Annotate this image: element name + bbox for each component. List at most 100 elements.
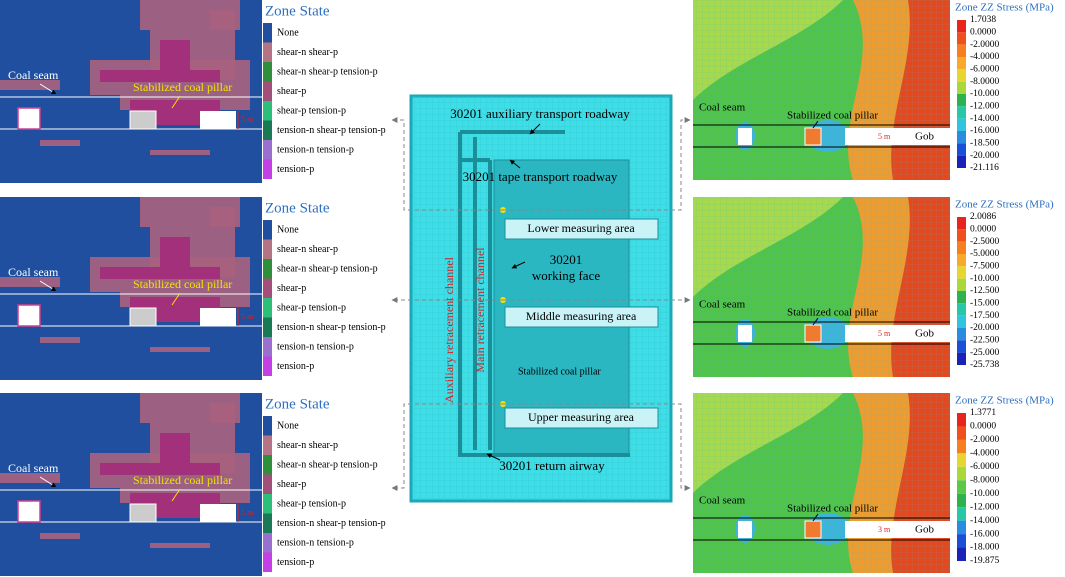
roadway: [738, 521, 752, 538]
coal-seam-label: Coal seam: [8, 68, 59, 82]
colorbar-segment: [957, 229, 966, 242]
failure-zone: [160, 40, 190, 70]
width-label: 5 m: [241, 312, 254, 321]
legend-swatch: [263, 317, 272, 337]
legend-item: shear-n shear-p tension-p: [277, 459, 378, 470]
colorbar-label: -14.000: [970, 114, 1000, 124]
roadway: [738, 325, 752, 342]
colorbar-label: -19.875: [970, 556, 1000, 566]
colorbar-segment: [957, 20, 966, 33]
colorbar-segment: [957, 94, 966, 107]
measuring-area: [504, 306, 659, 328]
pointer: [529, 123, 541, 135]
legend-swatch: [263, 533, 272, 553]
colorbar-segment: [957, 547, 966, 561]
legend-item: shear-p: [277, 479, 306, 490]
colorbar-label: -6.0000: [970, 462, 1000, 472]
colorbar-label: -10.000: [970, 89, 1000, 99]
pointer: [509, 159, 521, 169]
face-label: 30201: [550, 252, 583, 267]
width-label: 5 m: [241, 115, 254, 124]
colorbar-segment: [957, 217, 966, 230]
coal-seam-label: Coal seam: [699, 102, 746, 114]
width-label: 3 m: [878, 525, 891, 534]
pointer: [171, 95, 181, 109]
colorbar-label: -25.738: [970, 360, 1000, 370]
roadway-label: 30201 return airway: [499, 458, 605, 473]
colorbar-label: -2.5000: [970, 237, 1000, 247]
colorbar-label: -4.0000: [970, 52, 1000, 62]
colorbar-segment: [957, 69, 966, 82]
pointer: [812, 120, 819, 129]
colorbar-label: -20.000: [970, 323, 1000, 333]
pointer: [39, 280, 57, 292]
pillar: [129, 307, 157, 327]
legend-swatch: [263, 23, 272, 43]
legend-swatch: [263, 474, 272, 494]
pillar-label: Stabilized coal pillar: [787, 110, 878, 122]
gob: [200, 308, 236, 326]
legend-title: Zone ZZ Stress (MPa): [955, 2, 1054, 14]
colorbar-label: -16.000: [970, 126, 1000, 136]
colorbar-label: -10.000: [970, 274, 1000, 284]
coal-seam-label: Coal seam: [8, 461, 59, 475]
colorbar-segment: [957, 493, 966, 508]
colorbar-segment: [957, 303, 966, 316]
legend-swatch: [263, 494, 272, 514]
failure-zone: [150, 347, 210, 352]
colorbar-label: 0.0000: [970, 225, 996, 235]
legend-item: shear-p: [277, 86, 306, 97]
pillar-label: Stabilized coal pillar: [133, 473, 232, 487]
colorbar-segment: [957, 315, 966, 328]
legend-item: tension-n shear-p tension-p: [277, 518, 386, 529]
legend-swatch: [263, 552, 272, 572]
face-label: working face: [532, 268, 600, 283]
colorbar-segment: [957, 254, 966, 267]
pointer: [812, 513, 819, 522]
colorbar-label: -17.500: [970, 311, 1000, 321]
colorbar-segment: [957, 291, 966, 304]
colorbar-label: -25.000: [970, 348, 1000, 358]
colorbar-segment: [957, 328, 966, 341]
coal-seam-label: Coal seam: [8, 265, 59, 279]
colorbar-label: -15.000: [970, 299, 1000, 309]
colorbar-segment: [957, 266, 966, 279]
legend-item: shear-n shear-p: [277, 244, 338, 255]
failure-zone: [100, 463, 220, 475]
coal-seam-label: Coal seam: [699, 495, 746, 507]
roadway-label: 30201 tape transport roadway: [463, 169, 618, 184]
legend-swatch: [263, 42, 272, 62]
pillar: [129, 110, 157, 130]
colorbar-label: -12.000: [970, 502, 1000, 512]
colorbar-segment: [957, 143, 966, 156]
legend-item: tension-n tension-p: [277, 537, 354, 548]
colorbar-label: -16.000: [970, 529, 1000, 539]
colorbar-label: -5.0000: [970, 249, 1000, 259]
legend-title: Zone ZZ Stress (MPa): [955, 199, 1054, 211]
pillar: [804, 324, 822, 343]
colorbar-label: -6.0000: [970, 65, 1000, 75]
colorbar-segment: [957, 340, 966, 353]
colorbar-segment: [957, 426, 966, 440]
colorbar-segment: [957, 44, 966, 57]
failure-zone: [40, 533, 80, 539]
legend-title: Zone State: [265, 3, 330, 19]
measuring-area-label: Upper measuring area: [528, 410, 635, 424]
gob-label: Gob: [915, 328, 934, 340]
roadway: [458, 130, 630, 457]
legend-item: shear-p tension-p: [277, 498, 346, 509]
colorbar-label: -18.500: [970, 139, 1000, 149]
link-arrow: [391, 403, 503, 491]
legend-swatch: [263, 159, 272, 179]
legend-item: shear-n shear-p tension-p: [277, 263, 378, 274]
failure-zone: [100, 70, 220, 82]
link-arrow: [503, 403, 691, 491]
legend-swatch: [263, 120, 272, 140]
colorbar-label: -7.5000: [970, 262, 1000, 272]
colorbar-label: -8.0000: [970, 77, 1000, 87]
failure-zone: [0, 80, 60, 90]
colorbar-segment: [957, 81, 966, 94]
legend-swatch: [263, 356, 272, 376]
pillar: [129, 503, 157, 523]
